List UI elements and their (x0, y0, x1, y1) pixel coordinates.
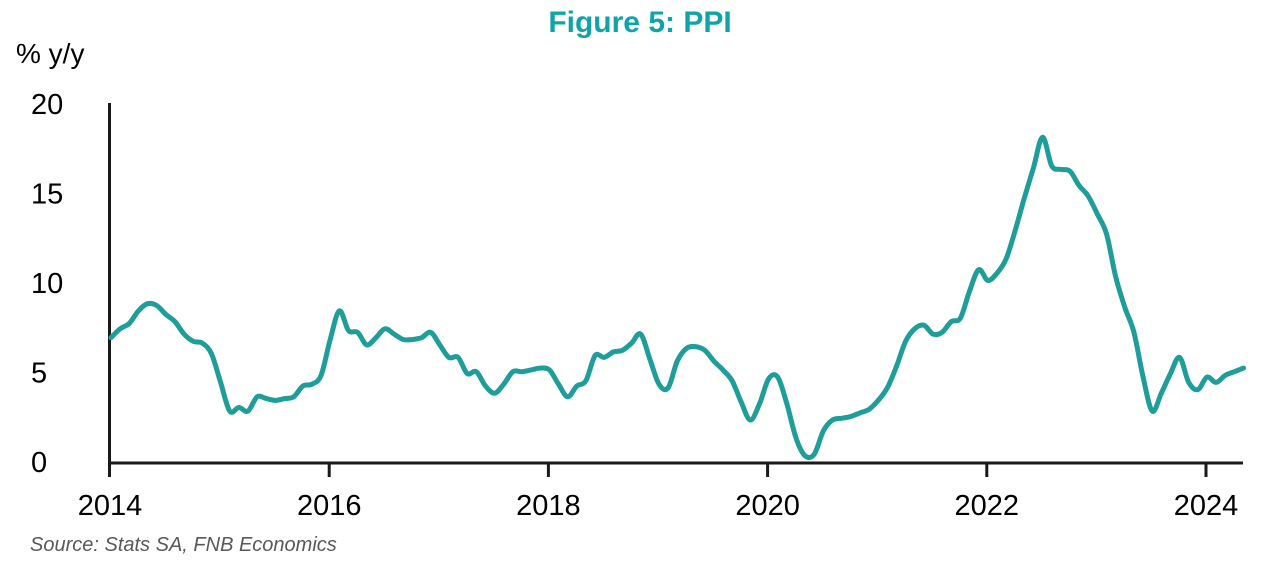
y-tick-label: 10 (31, 268, 63, 300)
y-tick-label: 0 (31, 447, 47, 479)
y-tick-label: 5 (31, 358, 47, 390)
y-axis-labels: 0 5 10 15 20 (31, 89, 63, 479)
y-tick-label: 15 (31, 179, 63, 211)
x-axis-labels: 2014 2016 2018 2020 2022 2024 (78, 490, 1239, 522)
x-tick-label: 2020 (735, 490, 800, 522)
x-axis-ticks (327, 463, 1208, 477)
y-tick-label: 20 (31, 89, 63, 121)
x-tick-label: 2022 (955, 490, 1020, 522)
page-title: Figure 5: PPI (548, 6, 732, 39)
x-tick-label: 2018 (516, 490, 581, 522)
x-tick-label: 2016 (297, 490, 362, 522)
y-axis-unit-label: % y/y (16, 38, 85, 69)
x-tick-label: 2014 (78, 490, 143, 522)
x-tick-label: 2024 (1174, 490, 1239, 522)
ppi-series-line (108, 134, 1246, 461)
source-note: Source: Stats SA, FNB Economics (30, 534, 337, 556)
